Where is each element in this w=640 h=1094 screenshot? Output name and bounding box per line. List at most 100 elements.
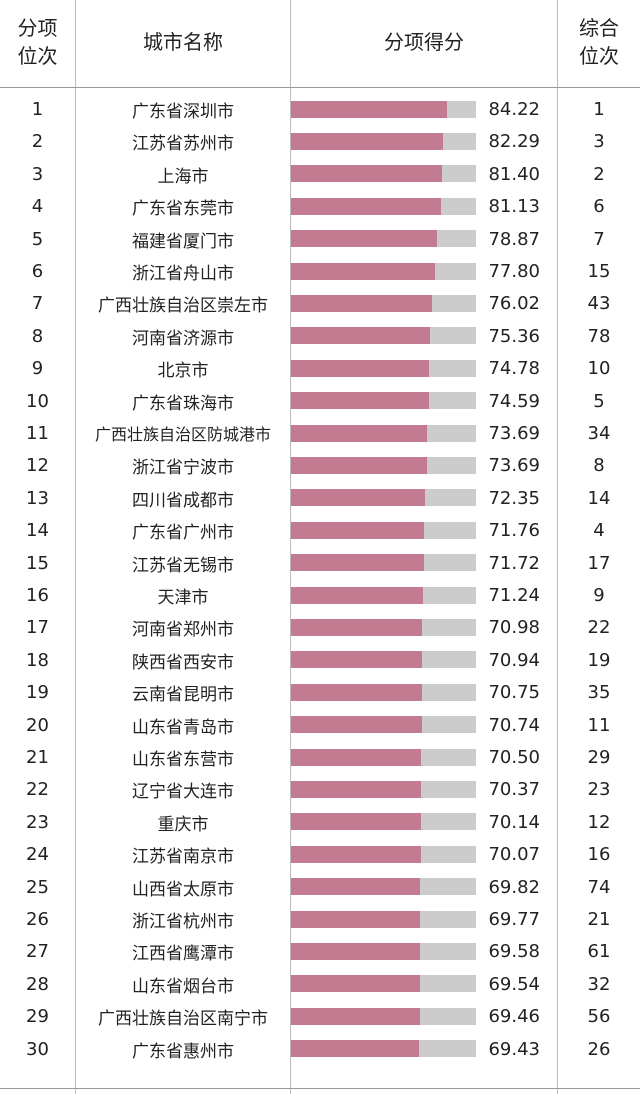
- score-label: 74.59: [488, 390, 540, 412]
- score-bar: [291, 392, 429, 409]
- overall-rank-cell: 21: [587, 908, 611, 930]
- rank-cell: 10: [26, 390, 49, 412]
- score-label: 73.69: [488, 454, 540, 476]
- score-label: 70.94: [488, 649, 540, 671]
- city-cell: 山西省太原市: [132, 879, 234, 900]
- column-divider: [75, 0, 76, 1094]
- score-bar: [291, 878, 420, 895]
- header-overall-line2: 位次: [579, 44, 619, 68]
- score-label: 75.36: [488, 325, 540, 347]
- score-bar-track: [291, 554, 476, 571]
- score-bar: [291, 975, 420, 992]
- city-cell: 广东省深圳市: [132, 101, 234, 122]
- score-bar-track: [291, 846, 476, 863]
- score-bar: [291, 684, 422, 701]
- score-label: 70.07: [488, 843, 540, 865]
- overall-rank-cell: 23: [587, 778, 611, 800]
- rank-cell: 27: [26, 940, 49, 962]
- score-bar: [291, 457, 427, 474]
- score-label: 69.46: [488, 1005, 540, 1027]
- city-cell: 四川省成都市: [132, 490, 234, 511]
- score-bar-track: [291, 813, 476, 830]
- city-cell: 福建省厦门市: [132, 231, 234, 252]
- header-score-label: 分项得分: [384, 30, 464, 54]
- header-rank-line1: 分项: [17, 16, 58, 40]
- rank-cell: 29: [26, 1005, 49, 1027]
- city-cell: 浙江省宁波市: [132, 457, 234, 478]
- rank-cell: 9: [31, 357, 44, 379]
- overall-rank-cell: 1: [593, 98, 605, 120]
- header-overall: 综合 位次: [558, 12, 640, 72]
- overall-rank-cell: 56: [587, 1005, 611, 1027]
- score-label: 81.13: [488, 195, 540, 217]
- overall-rank-cell: 29: [587, 746, 611, 768]
- rank-cell: 21: [26, 746, 49, 768]
- score-bar-track: [291, 716, 476, 733]
- rank-cell: 4: [31, 195, 44, 217]
- overall-rank-cell: 6: [593, 195, 605, 217]
- score-label: 84.22: [488, 98, 540, 120]
- score-label: 77.80: [488, 260, 540, 282]
- city-cell: 江苏省南京市: [132, 846, 234, 867]
- overall-rank-cell: 5: [593, 390, 605, 412]
- overall-rank-cell: 11: [587, 714, 611, 736]
- city-cell: 浙江省舟山市: [132, 263, 234, 284]
- city-cell: 山东省东营市: [132, 749, 234, 770]
- score-bar: [291, 1040, 419, 1057]
- score-bar: [291, 327, 430, 344]
- overall-rank-cell: 14: [587, 487, 611, 509]
- score-bar: [291, 619, 422, 636]
- overall-rank-cell: 78: [587, 325, 611, 347]
- overall-rank-cell: 16: [587, 843, 611, 865]
- rank-cell: 12: [26, 454, 49, 476]
- overall-rank-cell: 8: [593, 454, 605, 476]
- city-cell: 天津市: [157, 587, 209, 608]
- header-score: 分项得分: [291, 12, 557, 72]
- score-bar: [291, 295, 432, 312]
- score-label: 69.58: [488, 940, 540, 962]
- score-label: 69.77: [488, 908, 540, 930]
- score-label: 73.69: [488, 422, 540, 444]
- column-divider: [557, 0, 558, 1094]
- city-cell: 江苏省无锡市: [132, 555, 234, 576]
- city-cell: 广东省珠海市: [132, 393, 234, 414]
- overall-rank-cell: 34: [587, 422, 611, 444]
- score-bar-track: [291, 425, 476, 442]
- score-bar-track: [291, 295, 476, 312]
- score-bar: [291, 911, 420, 928]
- score-label: 71.72: [488, 552, 540, 574]
- score-bar: [291, 101, 447, 118]
- rank-cell: 8: [31, 325, 44, 347]
- city-cell: 广西壮族自治区防城港市: [94, 425, 271, 444]
- rank-cell: 24: [26, 843, 49, 865]
- score-bar: [291, 1008, 420, 1025]
- score-bar-track: [291, 457, 476, 474]
- score-bar-track: [291, 911, 476, 928]
- header-divider: [0, 87, 640, 88]
- score-bar: [291, 133, 443, 150]
- city-cell: 广东省东莞市: [132, 198, 234, 219]
- city-cell: 陕西省西安市: [132, 652, 234, 673]
- rank-cell: 20: [26, 714, 49, 736]
- rank-cell: 17: [26, 616, 49, 638]
- city-cell: 山东省青岛市: [132, 717, 234, 738]
- overall-rank-cell: 7: [593, 228, 605, 250]
- score-bar-track: [291, 878, 476, 895]
- score-label: 74.78: [488, 357, 540, 379]
- score-bar: [291, 230, 437, 247]
- score-label: 76.02: [488, 292, 540, 314]
- header-rank-line2: 位次: [17, 44, 58, 68]
- score-label: 70.37: [488, 778, 540, 800]
- city-cell: 重庆市: [157, 814, 209, 835]
- city-cell: 江西省鹰潭市: [132, 943, 234, 964]
- score-bar-track: [291, 489, 476, 506]
- rank-cell: 14: [26, 519, 49, 541]
- header-overall-line1: 综合: [579, 16, 619, 40]
- score-bar: [291, 360, 429, 377]
- overall-rank-cell: 10: [587, 357, 611, 379]
- bottom-border: [0, 1088, 640, 1089]
- score-bar-track: [291, 587, 476, 604]
- score-label: 69.82: [488, 876, 540, 898]
- score-label: 70.75: [488, 681, 540, 703]
- score-label: 71.76: [488, 519, 540, 541]
